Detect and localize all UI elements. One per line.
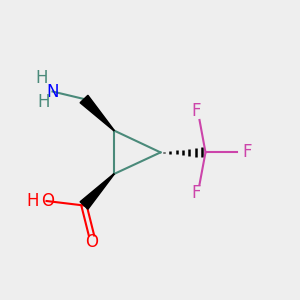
Text: N: N: [46, 82, 59, 100]
Polygon shape: [80, 95, 114, 131]
Text: F: F: [192, 102, 201, 120]
Text: O: O: [85, 233, 98, 251]
Text: H: H: [37, 93, 50, 111]
Text: F: F: [242, 143, 252, 161]
Text: H: H: [27, 192, 39, 210]
Text: F: F: [192, 184, 201, 202]
Text: H: H: [36, 69, 48, 87]
Text: O: O: [41, 192, 55, 210]
Polygon shape: [80, 174, 114, 209]
